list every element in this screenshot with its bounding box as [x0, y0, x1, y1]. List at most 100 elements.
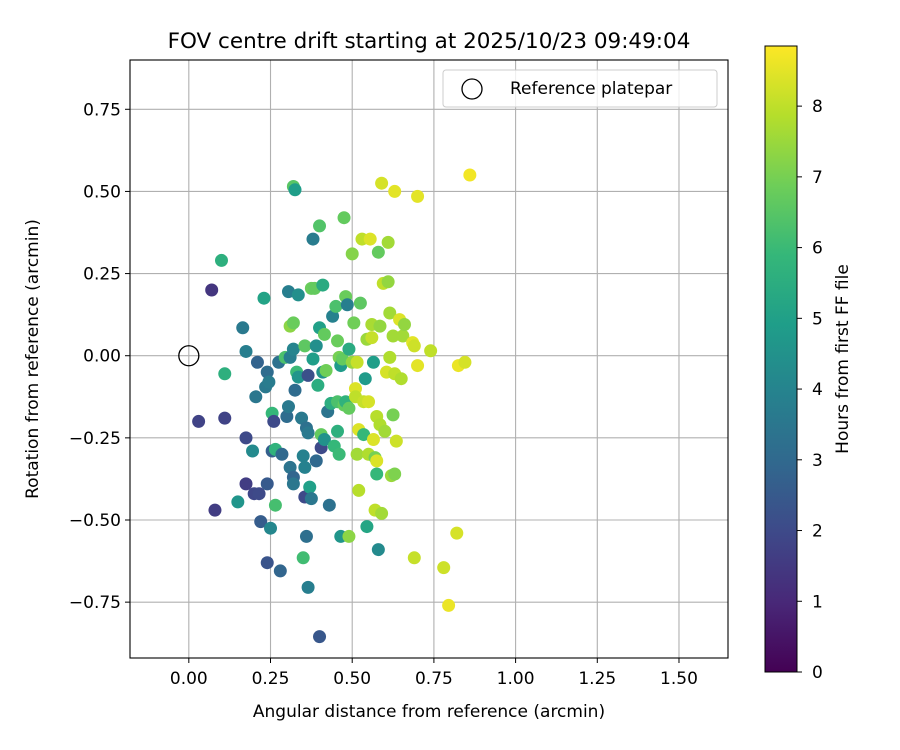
data-point — [458, 355, 472, 369]
reference-platepar-marker — [178, 345, 200, 367]
x-axis-label: Angular distance from reference (arcmin) — [253, 702, 605, 722]
data-point — [313, 630, 327, 644]
data-point — [411, 359, 425, 373]
data-point — [291, 370, 305, 384]
data-point — [383, 350, 397, 364]
data-point — [345, 247, 359, 261]
data-point — [394, 372, 408, 386]
data-point — [411, 189, 425, 203]
x-tick-label: 1.00 — [497, 669, 535, 689]
data-point — [371, 245, 385, 259]
data-point — [301, 426, 315, 440]
data-point — [306, 352, 320, 366]
data-point — [281, 285, 295, 299]
data-point — [239, 431, 253, 445]
colorbar-tick-label: 4 — [812, 380, 823, 400]
colorbar-tick-label: 5 — [812, 309, 823, 329]
data-point — [397, 318, 411, 331]
data-point — [350, 355, 364, 369]
x-axis-ticks: 0.00 0.25 0.50 0.75 1.00 1.25 1.50 — [170, 658, 698, 689]
x-tick-label: 0.50 — [333, 669, 371, 689]
data-point — [437, 561, 451, 575]
data-point — [301, 580, 315, 594]
data-point — [306, 232, 320, 246]
colorbar-tick-label: 3 — [812, 451, 823, 471]
data-point — [388, 467, 402, 481]
data-point — [352, 483, 366, 497]
x-tick-label: 0.75 — [415, 669, 453, 689]
colorbar: 0 1 2 3 4 5 6 7 8 Hours from first FF file — [764, 45, 853, 683]
data-point — [208, 503, 222, 517]
data-point — [389, 434, 403, 448]
y-axis-label: Rotation from reference (arcmin) — [23, 219, 43, 499]
data-point — [252, 487, 266, 501]
data-point — [358, 372, 372, 386]
data-point — [301, 368, 315, 382]
legend: Reference platepar — [442, 69, 718, 108]
data-point — [309, 454, 323, 468]
data-point — [340, 298, 354, 312]
data-point — [316, 278, 330, 292]
colorbar-tick-label: 2 — [812, 522, 823, 542]
data-point — [388, 184, 402, 198]
data-point — [350, 447, 364, 461]
data-point — [260, 477, 274, 491]
y-tick-label: −0.75 — [69, 593, 121, 613]
data-point — [303, 480, 317, 494]
data-point — [311, 378, 325, 392]
data-point — [357, 428, 371, 442]
data-point — [299, 529, 313, 543]
data-point — [450, 526, 464, 540]
data-point — [239, 344, 253, 358]
data-point — [317, 327, 331, 341]
data-point — [288, 183, 302, 197]
data-point — [286, 316, 300, 330]
data-point — [273, 564, 287, 578]
data-point — [362, 395, 376, 409]
data-point — [264, 521, 278, 535]
data-point — [231, 495, 245, 509]
data-point — [236, 321, 250, 335]
data-point — [373, 319, 387, 333]
colorbar-ticks: 0 1 2 3 4 5 6 7 8 — [797, 97, 823, 683]
data-point — [342, 529, 356, 543]
data-point — [386, 329, 400, 343]
data-point — [192, 414, 206, 428]
data-point — [386, 408, 400, 422]
data-point — [331, 334, 345, 348]
y-tick-label: 0.25 — [83, 265, 121, 285]
data-point — [319, 364, 333, 377]
colorbar-label: Hours from first FF file — [833, 264, 853, 454]
data-point — [383, 306, 397, 320]
data-point — [378, 424, 392, 438]
data-point — [342, 401, 356, 415]
data-point — [463, 168, 477, 182]
plot-frame — [129, 59, 729, 659]
colorbar-gradient — [764, 45, 798, 673]
data-point — [218, 411, 232, 425]
data-point — [205, 283, 219, 297]
legend-label: Reference platepar — [510, 79, 672, 99]
grid — [130, 60, 728, 658]
colorbar-tick-label: 7 — [812, 168, 823, 188]
data-point — [322, 498, 336, 512]
y-tick-label: 0.50 — [83, 182, 121, 202]
colorbar-tick-label: 1 — [812, 592, 823, 612]
data-point — [313, 219, 327, 233]
data-point — [257, 291, 271, 305]
data-point — [286, 477, 300, 491]
data-point — [254, 515, 268, 529]
data-point — [365, 331, 379, 345]
data-point — [329, 299, 343, 313]
data-point — [281, 400, 295, 414]
data-point — [268, 498, 282, 512]
data-point — [370, 454, 384, 468]
data-points — [178, 168, 477, 644]
data-point — [250, 355, 264, 369]
data-point — [262, 375, 276, 389]
colorbar-tick-label: 0 — [812, 663, 823, 683]
data-point — [298, 339, 312, 353]
x-tick-label: 0.25 — [252, 669, 290, 689]
colorbar-tick-label: 6 — [812, 239, 823, 259]
data-point — [288, 383, 302, 397]
